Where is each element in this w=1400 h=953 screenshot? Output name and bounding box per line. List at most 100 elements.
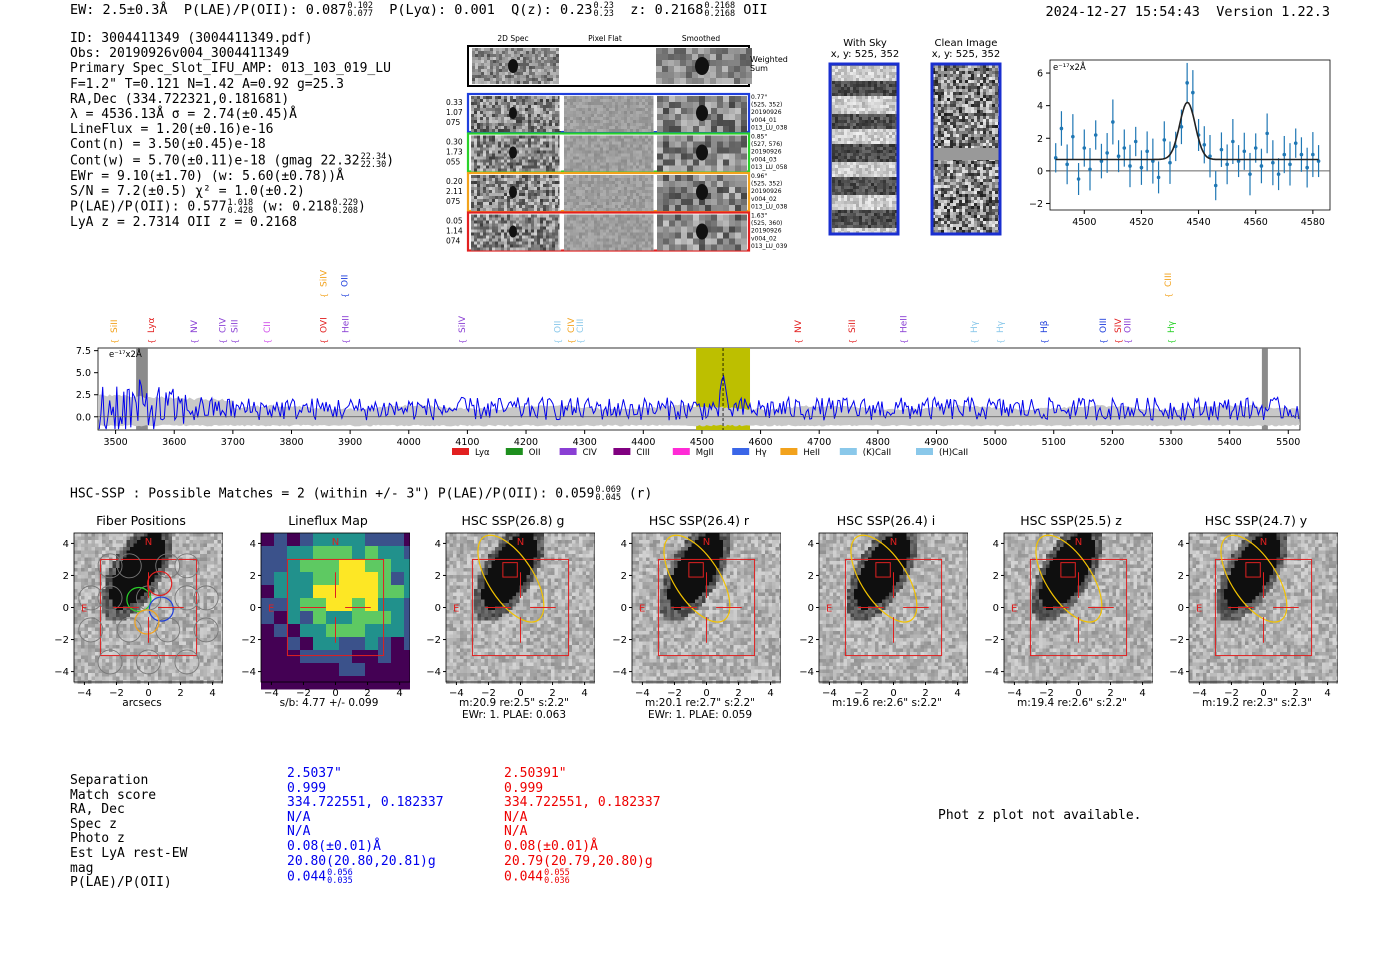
full-ytick-label-2.5: 2.5	[76, 390, 91, 401]
label-photoz: Photo z	[70, 831, 125, 847]
fiber-0-2	[97, 585, 123, 611]
zoom-point-4	[1076, 177, 1081, 181]
cutout-left-3-2: 074	[446, 237, 461, 246]
z-hi: 0.2168	[704, 1, 736, 11]
panel-xtick-label-2-4: 4	[581, 688, 587, 699]
cutout-right-3-1: (525, 360)	[751, 220, 782, 227]
full-xtick-label-4200: 4200	[514, 437, 538, 448]
panel-xtick-label-1-0: −4	[264, 688, 279, 699]
plya-value: P(Lyα): 0.001	[389, 2, 495, 18]
contw-close: )	[386, 153, 395, 169]
fiber-0-13	[193, 585, 219, 611]
full-xtick-label-5500: 5500	[1276, 437, 1300, 448]
clean-coords: x, y: 525, 352	[931, 49, 1001, 60]
zoom-frame	[1049, 59, 1331, 211]
zoom-point-33	[1242, 149, 1247, 154]
panel-image-1: N E −4 −4 −2 −2 0 0 2 2 4 4	[241, 532, 410, 699]
panel-xtick-label-4-0: −4	[822, 688, 837, 699]
line-label-brace-9: {	[340, 293, 349, 298]
cutout-source-2	[509, 186, 517, 198]
info-id: ID: 3004411349 (3004411349.pdf)	[70, 31, 313, 46]
line-label-brace-17: {	[970, 339, 979, 344]
cutout-right-2-1: (525, 352)	[751, 181, 782, 188]
panel-image-3: N E −4 −4 −2 −2 0 0 2 2 4 4	[612, 532, 781, 699]
zoom-point-29	[1219, 147, 1224, 152]
line-label-9: {OII	[340, 275, 350, 298]
cutout-smooth-source-0	[696, 105, 708, 121]
line-label-15: {SiII	[848, 319, 858, 344]
matches-suffix: (r)	[628, 486, 653, 502]
panel-crosshair-0	[113, 572, 184, 643]
cutout-smooth-3	[657, 214, 747, 251]
panel-ytick-label-6-0: −4	[1169, 667, 1184, 678]
cutout-left-0-0: 0.33	[446, 98, 463, 107]
photz-note: Phot z plot not available.	[938, 808, 1142, 823]
panel-north-3: N	[703, 537, 710, 548]
cutout-left-1-2: 055	[446, 158, 461, 167]
panel-match-box-5	[1060, 562, 1076, 578]
cutout-smooth-source-2	[696, 184, 708, 200]
panel-xtick-label-0-4: 4	[209, 688, 215, 699]
panel-north-6: N	[1260, 537, 1267, 548]
weighted-source	[508, 59, 518, 73]
panel-title-1: Lineflux Map	[288, 513, 368, 528]
cutout-left-2-1: 2.11	[446, 187, 463, 196]
panel-xtick-label-4-1: −2	[854, 688, 869, 699]
plae-w-close: )	[358, 199, 366, 215]
panel-xtick-label-6-3: 2	[1292, 688, 1298, 699]
legend-swatch-7	[839, 448, 857, 455]
zoom-point-40	[1282, 152, 1287, 157]
panel-crosshair-2	[485, 572, 556, 643]
contw-hi: 22.34	[360, 151, 387, 162]
cutout-smooth-source-3	[696, 223, 708, 240]
panel-xtick-label-0-3: 2	[177, 688, 183, 699]
cutout-source-3	[509, 225, 517, 238]
line-label-1: {Lyα	[147, 317, 157, 344]
cutout-grid: 2D Spec Pixel Flat Smoothed Weighted Sum 0.33…	[440, 32, 800, 257]
cutout-left-3-0: 0.05	[446, 217, 463, 226]
zoom-point-34	[1248, 172, 1252, 176]
panel-north-1: N	[332, 537, 339, 548]
panel-east-3: E	[639, 604, 645, 615]
label-plae: P(LAE)/P(OII)	[70, 875, 172, 891]
legend-swatch-3	[613, 448, 631, 455]
cutout-left-1-0: 0.30	[446, 138, 463, 147]
legend-swatch-1	[505, 448, 523, 455]
panel-ytick-label-4-4: 4	[808, 539, 814, 550]
panel-ytick-label-1-0: −4	[241, 667, 256, 678]
full-spectrum-chart: 3500 3600 3700 3800 3900 4000 4100 4200 4300 4400…	[76, 270, 1301, 458]
legend-swatch-6	[780, 448, 798, 455]
zoom-point-36	[1259, 164, 1264, 168]
line-label-text-18: Hγ	[996, 320, 1006, 333]
line-label-22: {OIII	[1124, 318, 1134, 344]
panel-caption-0: arcsecs	[57, 697, 227, 709]
col2-lya-ew: 0.08(±0.01)Å	[504, 838, 598, 854]
panel-pixels-1	[261, 533, 410, 690]
panel-ytick-label-6-1: −2	[1169, 635, 1184, 646]
line-label-19: {Hβ	[1040, 320, 1050, 344]
panel-box-1	[286, 558, 385, 657]
info-obs: Obs: 20190926v004_3004411349	[70, 46, 290, 62]
clean-image-band	[932, 148, 999, 160]
line-label-16: {HeII	[900, 315, 910, 344]
fiber-0-8	[193, 617, 219, 643]
panel-xtick-label-5-3: 2	[1107, 688, 1113, 699]
line-label-brace-5: {	[263, 339, 272, 344]
cutout-left-0-2: 075	[446, 118, 461, 127]
panel-xtick-label-1-4: 4	[396, 688, 402, 699]
cutout-smooth-source-1	[696, 144, 708, 161]
cutout-flat-1	[564, 135, 654, 172]
panel-box-3	[657, 558, 756, 657]
info-contw: Cont(w) = 5.70(±0.11)e-18 (gmag 22.32	[70, 153, 360, 169]
panel-ytick-label-2-1: −2	[426, 635, 441, 646]
line-label-text-1: Lyα	[147, 317, 157, 333]
z-line: OII	[743, 2, 768, 18]
panel-ytick-label-3-3: 2	[621, 571, 627, 582]
with-sky-coords: x, y: 525, 352	[830, 49, 900, 60]
contw-lo: 22.30	[360, 159, 387, 170]
panel-caption-line2-3: EWr: 1. PLAE: 0.059	[647, 709, 753, 721]
matches-hi: 0.069	[595, 485, 621, 495]
col1-plae: 0.044	[287, 869, 327, 885]
ew-value: EW: 2.5±0.3Å	[70, 2, 168, 18]
